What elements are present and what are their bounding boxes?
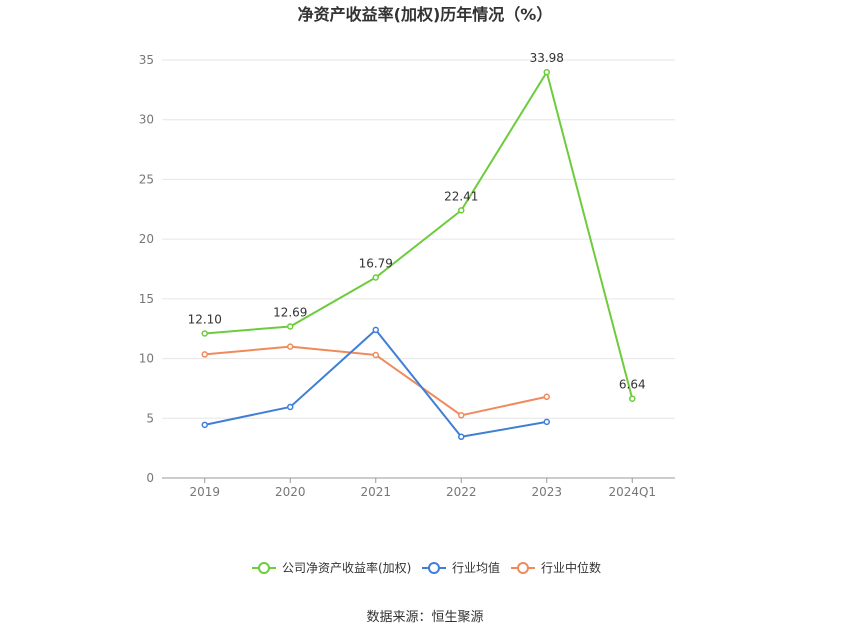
data-point bbox=[201, 330, 208, 337]
series-line-0 bbox=[204, 71, 634, 399]
data-point bbox=[372, 326, 379, 334]
y-tick-label: 30 bbox=[139, 113, 154, 127]
legend-marker bbox=[517, 562, 529, 574]
data-point bbox=[458, 412, 465, 419]
legend: 公司净资产收益率(加权) 行业均值 行业中位数 bbox=[252, 560, 601, 575]
data-point bbox=[458, 433, 465, 441]
y-tick-label: 10 bbox=[139, 352, 154, 366]
data-point bbox=[372, 351, 379, 359]
source-note: 数据来源：恒生聚源 bbox=[366, 610, 483, 625]
data-label: 6.64 bbox=[619, 378, 646, 392]
data-point bbox=[201, 421, 208, 429]
chart-title: 净资产收益率(加权)历年情况（%） bbox=[298, 5, 553, 24]
x-tick-label: 2021 bbox=[360, 485, 391, 499]
x-tick-label: 2022 bbox=[446, 485, 477, 499]
series-group: 12.10 12.69 16.79 22.41 33.98 6.64 bbox=[188, 51, 646, 441]
legend-marker bbox=[428, 562, 440, 574]
data-label: 16.79 bbox=[359, 256, 393, 270]
legend-label: 公司净资产收益率(加权) bbox=[282, 560, 411, 575]
legend-label: 行业均值 bbox=[452, 560, 500, 575]
data-point bbox=[287, 343, 294, 350]
gridlines bbox=[162, 59, 675, 419]
data-point bbox=[543, 418, 550, 426]
data-label: 12.10 bbox=[188, 312, 222, 326]
x-tick-label: 2020 bbox=[275, 485, 306, 499]
y-tick-label: 5 bbox=[146, 411, 154, 425]
data-label: 33.98 bbox=[530, 51, 564, 65]
data-point bbox=[629, 395, 636, 402]
y-axis: 0 5 10 15 20 25 30 35 bbox=[139, 53, 154, 485]
x-tick-label: 2019 bbox=[189, 485, 220, 499]
x-tick-label: 2024Q1 bbox=[608, 485, 656, 499]
y-tick-label: 15 bbox=[139, 292, 154, 306]
x-axis: 2019 2020 2021 2022 2023 2024Q1 bbox=[162, 477, 675, 499]
series-line-1 bbox=[204, 328, 547, 438]
y-tick-label: 35 bbox=[139, 53, 154, 67]
x-tick-label: 2023 bbox=[531, 485, 562, 499]
data-point bbox=[372, 274, 379, 281]
data-point bbox=[543, 68, 550, 76]
y-tick-label: 20 bbox=[139, 232, 154, 246]
data-label: 22.41 bbox=[444, 189, 478, 203]
legend-marker bbox=[258, 562, 270, 574]
legend-label: 行业中位数 bbox=[541, 560, 601, 575]
data-point bbox=[543, 393, 550, 401]
data-label: 12.69 bbox=[273, 305, 307, 319]
data-point bbox=[458, 207, 465, 214]
data-point bbox=[287, 403, 294, 411]
y-tick-label: 0 bbox=[146, 471, 154, 485]
data-point bbox=[201, 351, 208, 358]
y-tick-label: 25 bbox=[139, 172, 154, 186]
data-point bbox=[287, 323, 294, 330]
